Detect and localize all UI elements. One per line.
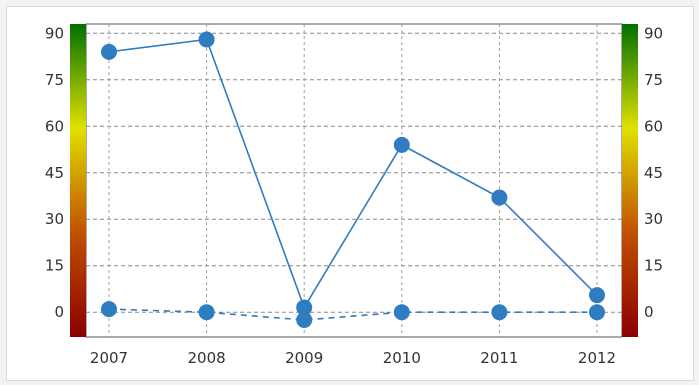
y-tick-label-left: 75 bbox=[45, 71, 64, 89]
series-2-point[interactable] bbox=[393, 304, 410, 321]
y-tick-label-left: 15 bbox=[45, 257, 64, 275]
right-color-scale bbox=[622, 24, 638, 337]
series-1-point[interactable] bbox=[589, 287, 605, 304]
x-tick-label: 2010 bbox=[383, 349, 421, 367]
y-tick-label-left: 0 bbox=[54, 303, 64, 321]
x-tick-label: 2008 bbox=[188, 349, 226, 367]
x-tick-label: 2012 bbox=[578, 349, 616, 367]
series-1-point[interactable] bbox=[491, 189, 508, 206]
x-tick-label: 2009 bbox=[285, 349, 323, 367]
y-tick-label-right: 0 bbox=[644, 303, 654, 321]
series-2-point[interactable] bbox=[296, 311, 313, 328]
y-tick-label-left: 30 bbox=[45, 210, 64, 228]
series-1-point[interactable] bbox=[198, 31, 215, 48]
x-tick-label: 2011 bbox=[480, 349, 518, 367]
series-2-point[interactable] bbox=[101, 301, 117, 318]
y-tick-label-right: 75 bbox=[644, 71, 663, 89]
series bbox=[101, 31, 605, 328]
x-tick-label: 2007 bbox=[90, 349, 128, 367]
y-tick-label-left: 60 bbox=[45, 117, 64, 135]
series-2-point[interactable] bbox=[491, 304, 508, 321]
plot-border bbox=[85, 23, 623, 338]
series-2-point[interactable] bbox=[198, 304, 215, 321]
y-tick-label-right: 30 bbox=[644, 210, 663, 228]
chart-card bbox=[6, 6, 694, 381]
series-2-point[interactable] bbox=[589, 304, 605, 321]
series-1-point[interactable] bbox=[101, 43, 117, 60]
y-tick-label-right: 45 bbox=[644, 164, 663, 182]
y-tick-label-right: 60 bbox=[644, 117, 663, 135]
series-line-2 bbox=[108, 308, 597, 321]
series-1-point[interactable] bbox=[393, 136, 410, 153]
series-1-point[interactable] bbox=[296, 299, 313, 316]
grid bbox=[85, 23, 623, 338]
left-color-scale bbox=[70, 24, 86, 337]
series-line-1 bbox=[108, 38, 598, 310]
color-scales bbox=[70, 24, 638, 337]
y-tick-label-left: 90 bbox=[45, 24, 64, 42]
y-tick-label-right: 15 bbox=[644, 257, 663, 275]
y-tick-label-left: 45 bbox=[45, 164, 64, 182]
y-tick-label-right: 90 bbox=[644, 24, 663, 42]
axes: 0 0 15 15 30 30 45 45 60 60 75 75 90 90 2007 2008 2009 20… bbox=[45, 24, 663, 367]
